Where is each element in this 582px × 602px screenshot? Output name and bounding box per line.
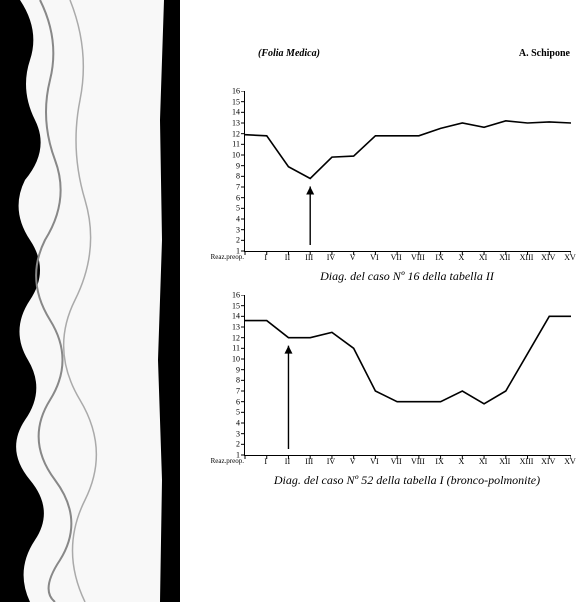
x-tick-label: XII xyxy=(499,253,510,262)
x-tick-label: V xyxy=(350,253,356,262)
x-tick-label: X xyxy=(458,457,464,466)
x-axis-ticks: Reaz.preop.IIIIIIIVVVIVIIVIIIIXXXIXIIXII… xyxy=(244,457,570,473)
line-plot xyxy=(239,91,571,257)
x-tick-label: XV xyxy=(564,457,576,466)
journal-title: (Folia Medica) xyxy=(258,48,320,59)
x-tick-label: Reaz.preop. xyxy=(211,253,244,261)
x-tick-label: VIII xyxy=(411,253,425,262)
x-tick-label: III xyxy=(305,253,313,262)
chart-case16: 12345678910111213141516 Reaz.preop.IIIII… xyxy=(230,91,570,291)
x-tick-label: III xyxy=(305,457,313,466)
x-tick-label: XIII xyxy=(520,457,534,466)
x-tick-label: II xyxy=(285,253,290,262)
plot-area xyxy=(244,295,571,456)
x-tick-label: XII xyxy=(499,457,510,466)
author-name: A. Schipone xyxy=(519,48,570,59)
x-tick-label: IV xyxy=(327,457,335,466)
x-tick-label: XIV xyxy=(541,253,555,262)
x-tick-label: X xyxy=(458,253,464,262)
x-tick-label: XI xyxy=(479,457,487,466)
chart-caption: Diag. del caso Nº 16 della tabella II xyxy=(244,269,570,284)
x-tick-label: IX xyxy=(435,457,443,466)
x-tick-label: VIII xyxy=(411,457,425,466)
document-page: (Folia Medica) A. Schipone 1234567891011… xyxy=(180,0,582,602)
x-tick-label: I xyxy=(264,253,267,262)
chart-caption: Diag. del caso Nº 52 della tabella I (br… xyxy=(244,473,570,488)
x-axis-ticks: Reaz.preop.IIIIIIIVVVIVIIVIIIIXXXIXIIXII… xyxy=(244,253,570,269)
plot-area xyxy=(244,91,571,252)
x-tick-label: XIII xyxy=(520,253,534,262)
x-tick-label: VI xyxy=(370,253,378,262)
x-tick-label: I xyxy=(264,457,267,466)
x-tick-label: XIV xyxy=(541,457,555,466)
x-tick-label: VII xyxy=(391,457,402,466)
x-tick-label: IX xyxy=(435,253,443,262)
x-tick-label: XV xyxy=(564,253,576,262)
x-tick-label: IV xyxy=(327,253,335,262)
x-tick-label: VI xyxy=(370,457,378,466)
x-tick-label: VII xyxy=(391,253,402,262)
x-tick-label: Reaz.preop. xyxy=(211,457,244,465)
x-tick-label: II xyxy=(285,457,290,466)
x-tick-label: XI xyxy=(479,253,487,262)
page-header: (Folia Medica) A. Schipone xyxy=(180,0,582,59)
line-plot xyxy=(239,295,571,461)
x-tick-label: V xyxy=(350,457,356,466)
scan-artifact-torn-edge xyxy=(0,0,180,602)
chart-case52: 12345678910111213141516 Reaz.preop.IIIII… xyxy=(230,295,570,495)
